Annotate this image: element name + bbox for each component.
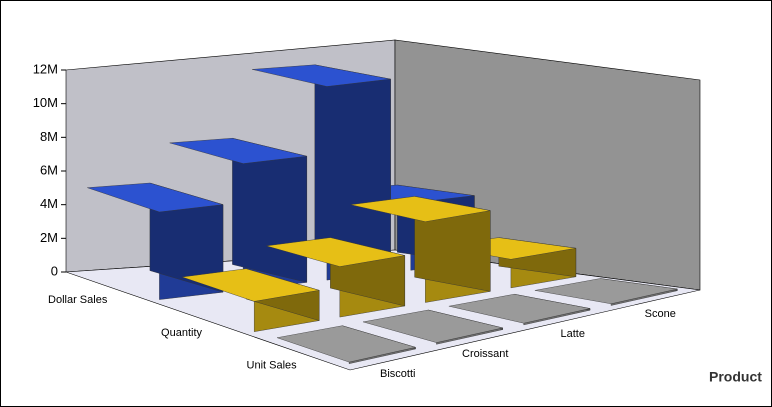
y-tick-label: 2M xyxy=(40,230,58,245)
bar-top xyxy=(362,309,503,343)
legend-label: Unit Sales xyxy=(247,360,298,372)
bar-top xyxy=(534,278,678,305)
bar xyxy=(276,325,417,364)
bar xyxy=(534,278,678,306)
bar-top xyxy=(276,325,417,363)
bar-top xyxy=(350,196,491,222)
y-tick-label: 6M xyxy=(40,162,58,177)
bar xyxy=(266,237,405,318)
y-tick-label: 12M xyxy=(33,61,58,76)
y-tick-label: 10M xyxy=(33,95,58,110)
x-tick-label: Scone xyxy=(645,308,676,320)
x-axis-title: Product xyxy=(709,369,762,385)
bar-top xyxy=(266,237,405,267)
bar-top xyxy=(182,268,320,302)
y-tick-label: 8M xyxy=(40,129,58,144)
y-tick-label: 0 xyxy=(51,263,58,278)
bar-top xyxy=(448,293,591,324)
bar-top xyxy=(169,137,307,164)
x-tick-label: Latte xyxy=(561,328,585,340)
bar xyxy=(434,237,577,289)
plot xyxy=(87,64,678,364)
bar-top xyxy=(252,64,391,87)
bar xyxy=(350,196,491,303)
legend-label: Quantity xyxy=(161,327,202,339)
bar-top xyxy=(87,182,224,213)
legend-label: Dollar Sales xyxy=(48,294,108,306)
bar xyxy=(362,309,503,345)
bar xyxy=(448,293,591,326)
x-tick-label: Biscotti xyxy=(380,368,415,380)
y-tick-label: 4M xyxy=(40,196,58,211)
bar xyxy=(252,64,391,281)
bar xyxy=(182,268,320,332)
x-tick-label: Croissant xyxy=(462,348,508,360)
